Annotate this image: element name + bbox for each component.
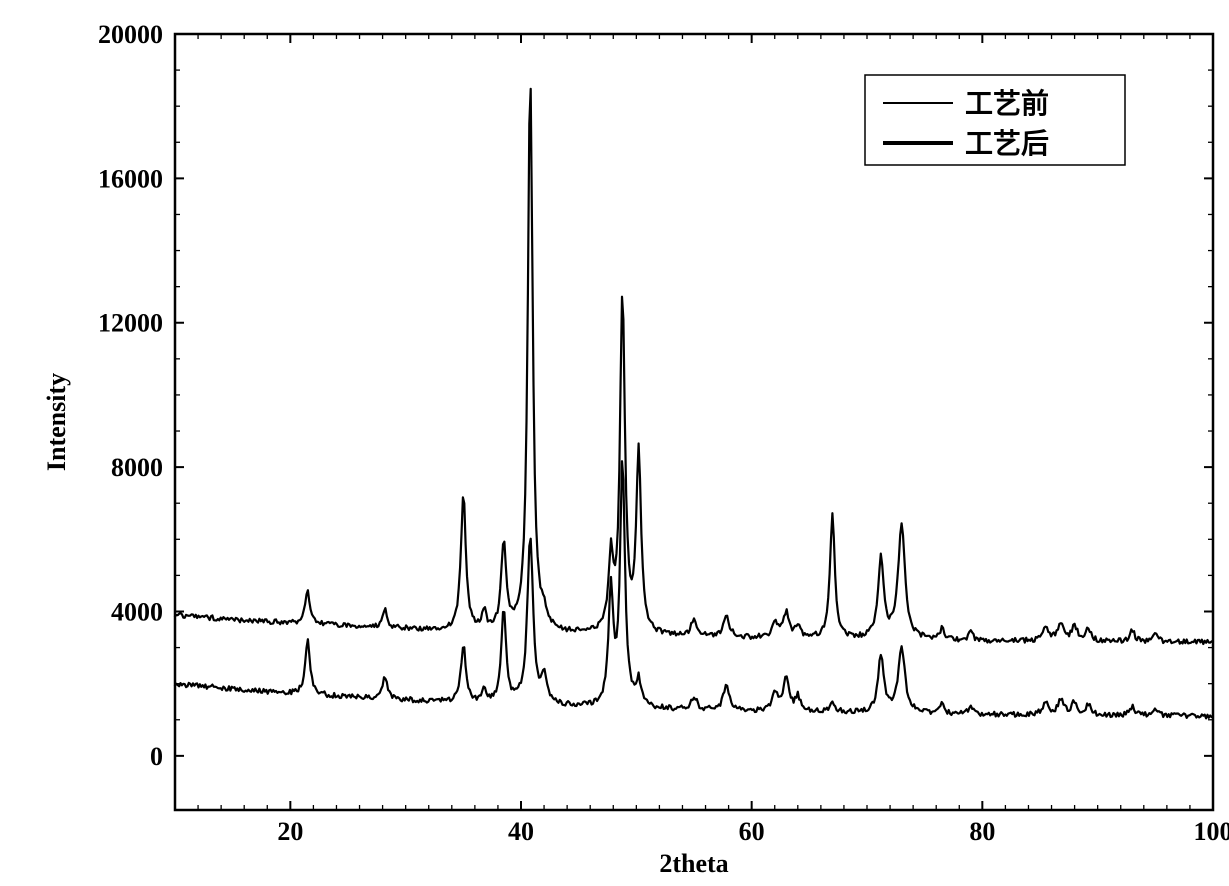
y-axis-label: Intensity bbox=[42, 373, 71, 471]
legend-label: 工艺后 bbox=[965, 128, 1049, 159]
y-tick-label: 20000 bbox=[98, 20, 163, 49]
x-tick-label: 100 bbox=[1194, 817, 1229, 846]
x-axis-label: 2theta bbox=[659, 849, 728, 878]
x-tick-label: 20 bbox=[277, 817, 303, 846]
x-tick-label: 60 bbox=[739, 817, 765, 846]
y-tick-label: 16000 bbox=[98, 164, 163, 193]
y-tick-label: 8000 bbox=[111, 453, 163, 482]
y-tick-label: 4000 bbox=[111, 597, 163, 626]
x-tick-label: 40 bbox=[508, 817, 534, 846]
chart-svg: 20 40 60 80 100 0 4000 8000 12000 16000 20000 2thet… bbox=[0, 0, 1229, 886]
y-tick-label: 0 bbox=[150, 742, 163, 771]
x-tick-label: 80 bbox=[969, 817, 995, 846]
legend-label: 工艺前 bbox=[965, 87, 1049, 119]
xrd-chart: 20 40 60 80 100 0 4000 8000 12000 16000 20000 2thet… bbox=[0, 0, 1229, 886]
y-tick-label: 12000 bbox=[98, 309, 163, 338]
